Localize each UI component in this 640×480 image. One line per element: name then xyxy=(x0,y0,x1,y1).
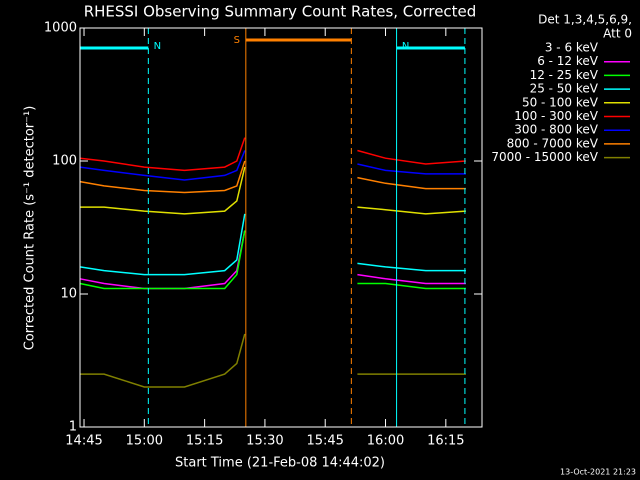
legend-label: 6 - 12 keV xyxy=(537,54,599,68)
y-tick-label: 10 xyxy=(60,287,77,302)
plot-frame xyxy=(79,27,483,428)
x-tick-label: 14:45 xyxy=(65,434,102,449)
x-tick-label: 16:15 xyxy=(427,434,464,449)
y-tick-label: 1000 xyxy=(44,21,77,36)
legend-label: 300 - 800 keV xyxy=(514,123,598,137)
series-line xyxy=(79,150,466,181)
series-line xyxy=(80,166,466,215)
legend-header: Det 1,3,4,5,6,9, xyxy=(538,13,632,27)
x-tick-label: 16:00 xyxy=(367,434,404,449)
flag-label: N xyxy=(402,41,409,52)
series-line xyxy=(80,253,466,341)
x-tick-label: 15:15 xyxy=(186,434,223,449)
series-line xyxy=(79,160,466,194)
legend-label: 100 - 300 keV xyxy=(514,109,598,123)
x-axis-label: Start Time (21-Feb-08 14:44:02) xyxy=(175,456,385,471)
series-line xyxy=(79,230,466,290)
x-tick-label: 15:00 xyxy=(126,434,163,449)
y-axis-label: Corrected Count Rate (s⁻¹ detector⁻¹) xyxy=(23,106,38,351)
series-line xyxy=(79,230,466,290)
legend-label: 25 - 50 keV xyxy=(530,82,599,96)
legend-header: Att 0 xyxy=(603,27,632,41)
x-tick-label: 15:45 xyxy=(306,434,343,449)
flag-label: S xyxy=(234,35,240,46)
x-tick-label: 15:30 xyxy=(246,434,283,449)
legend-label: 800 - 7000 keV xyxy=(507,136,599,150)
series-line xyxy=(79,213,466,276)
series-line xyxy=(80,333,466,388)
legend-label: 12 - 25 keV xyxy=(530,68,599,82)
y-tick-label: 100 xyxy=(52,154,77,169)
series-line xyxy=(79,137,466,172)
y-tick-label: 1 xyxy=(69,420,77,435)
chart-title: RHESSI Observing Summary Count Rates, Co… xyxy=(84,3,477,21)
flag-label: N xyxy=(154,41,161,52)
legend-label: 50 - 100 keV xyxy=(522,95,599,109)
legend-label: 7000 - 15000 keV xyxy=(491,150,598,164)
footer: 13-Oct-2021 21:23 xyxy=(560,468,636,477)
legend-label: 3 - 6 keV xyxy=(545,41,599,55)
